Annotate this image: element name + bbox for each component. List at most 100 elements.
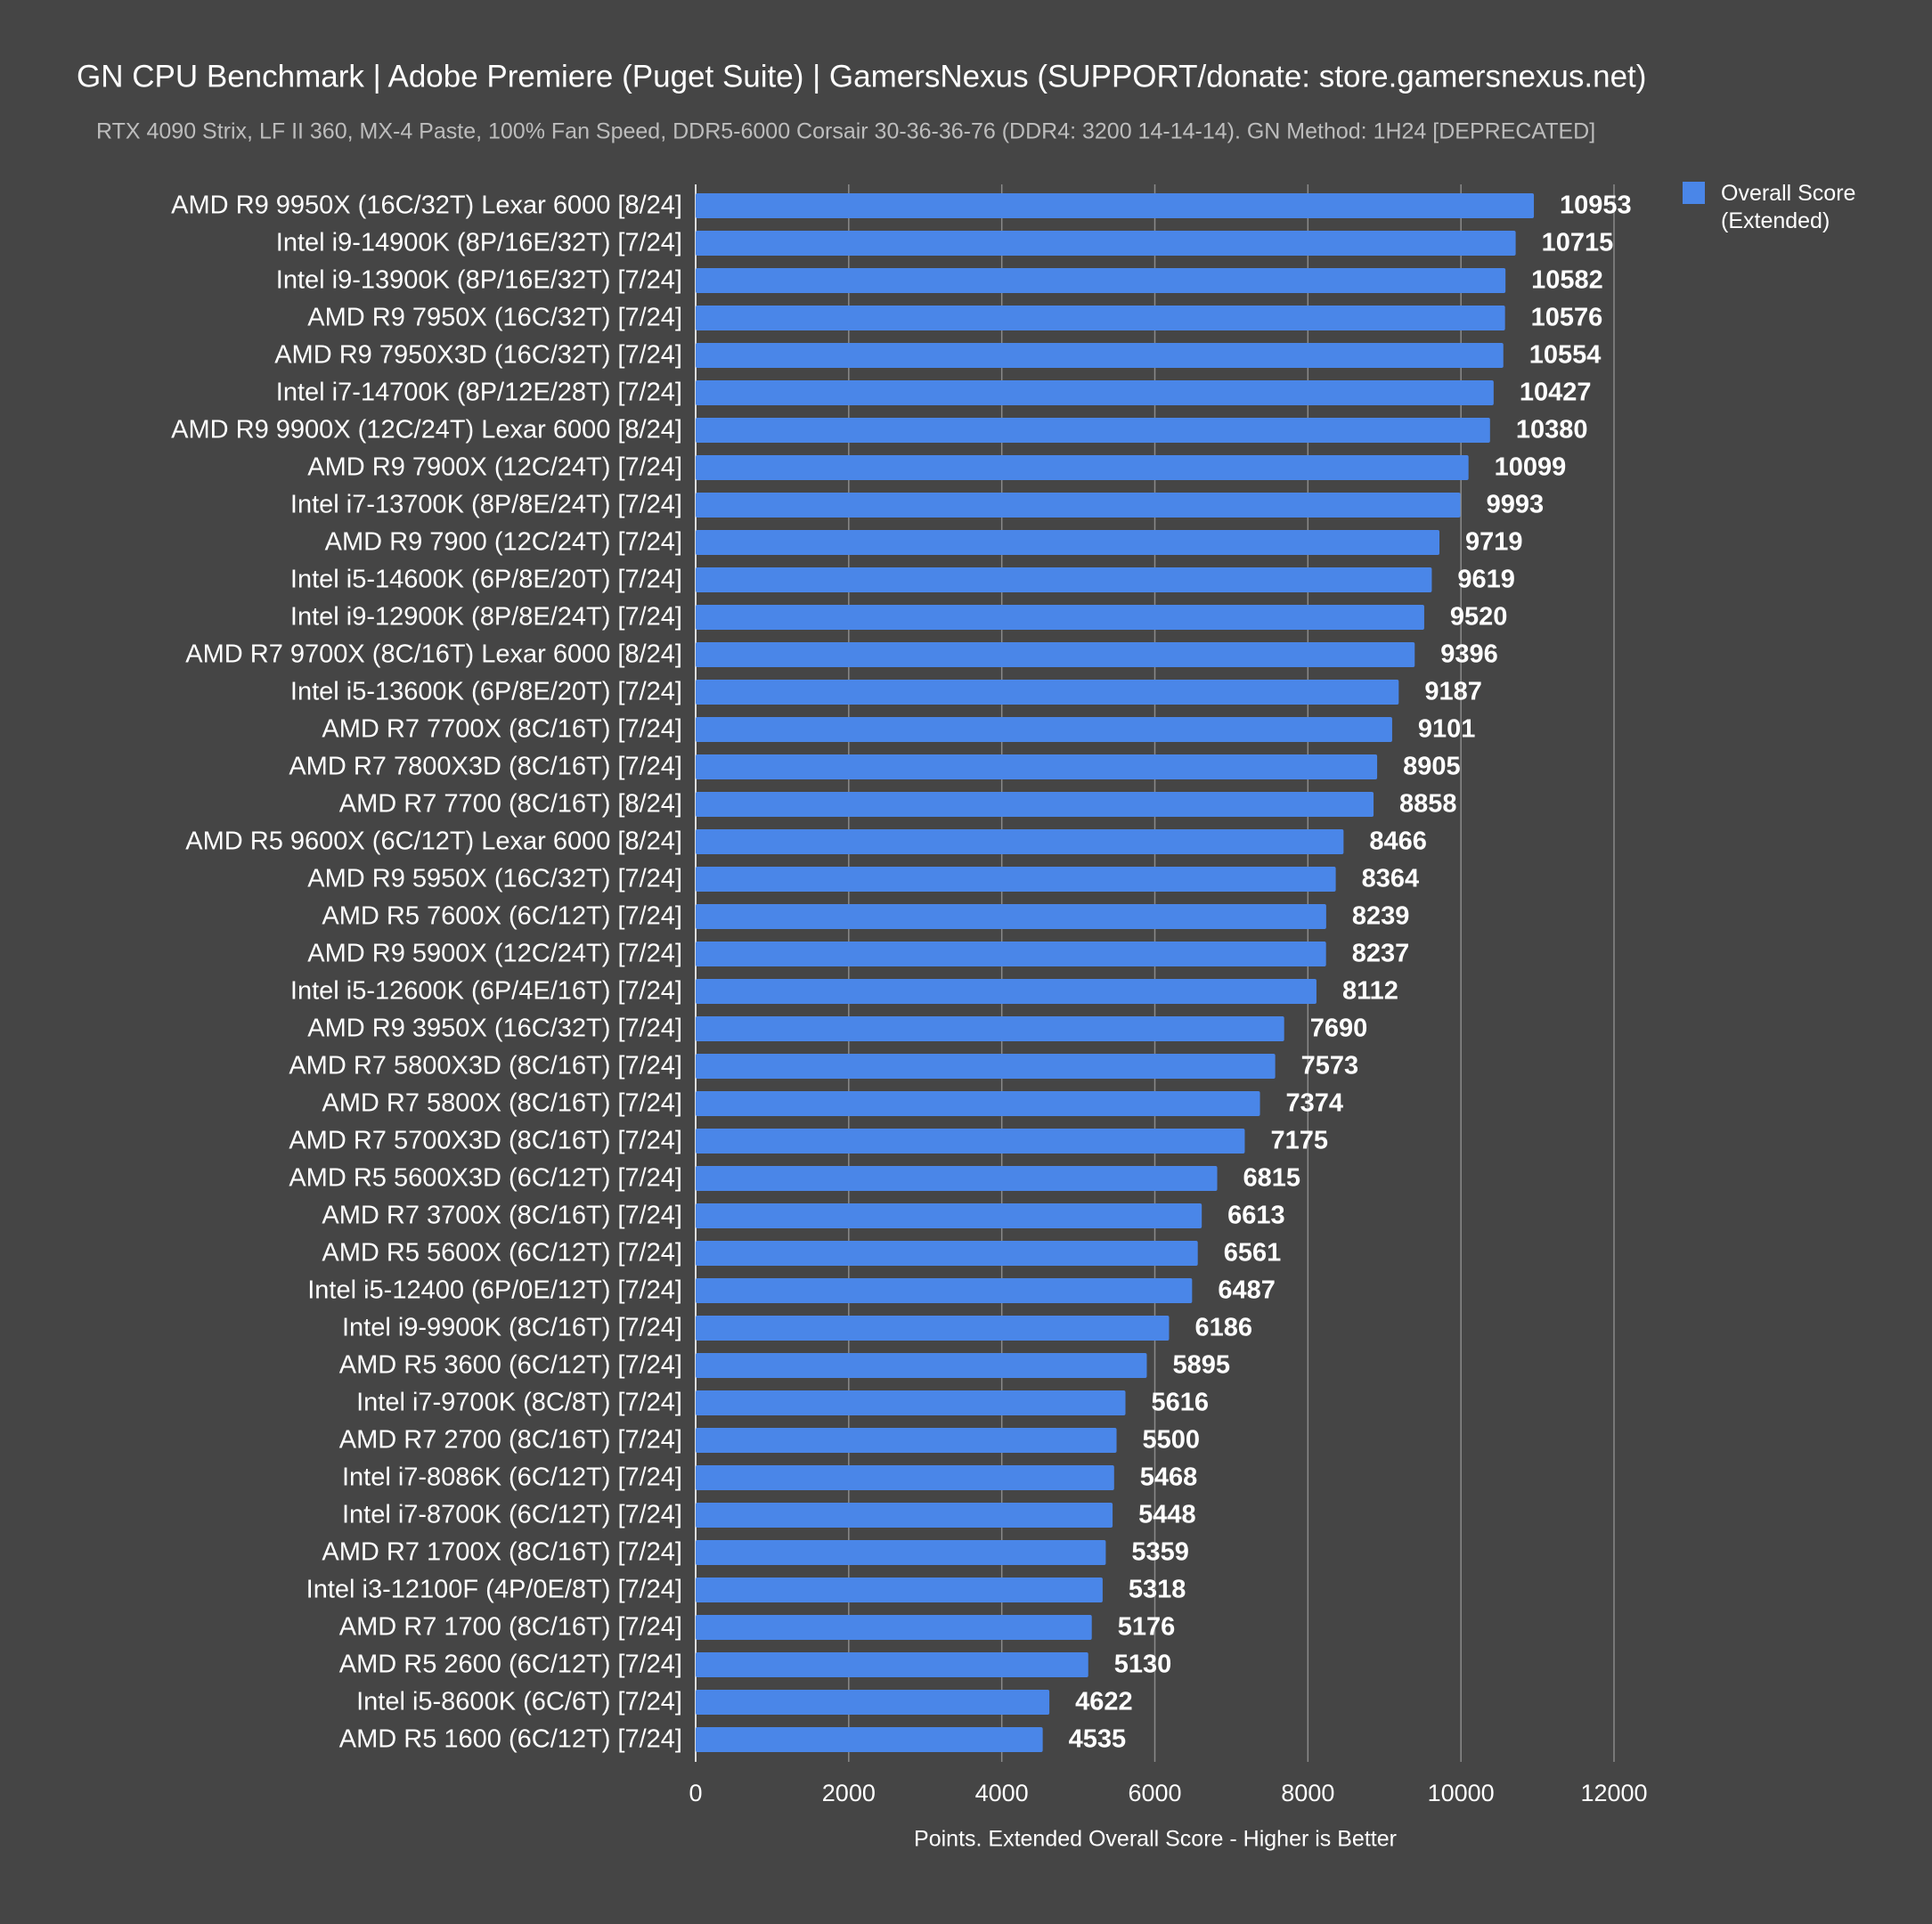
y-tick-label: AMD R7 5800X3D (8C/16T) [7/24] (289, 1052, 682, 1080)
y-tick-label: AMD R9 7950X (16C/32T) [7/24] (307, 304, 682, 332)
y-tick-label: AMD R9 9950X (16C/32T) Lexar 6000 [8/24] (171, 192, 682, 220)
y-tick-label: AMD R9 7950X3D (16C/32T) [7/24] (274, 341, 682, 370)
y-tick-label: AMD R7 7700 (8C/16T) [8/24] (339, 790, 682, 819)
y-tick-label: Intel i7-13700K (8P/8E/24T) [7/24] (290, 491, 682, 519)
y-tick-label: AMD R5 9600X (6C/12T) Lexar 6000 [8/24] (185, 827, 682, 856)
value-label: 10582 (1531, 266, 1603, 295)
y-tick-label: AMD R7 1700 (8C/16T) [7/24] (339, 1613, 682, 1642)
value-label: 6487 (1218, 1276, 1276, 1305)
y-tick-label: Intel i9-12900K (8P/8E/24T) [7/24] (290, 603, 682, 632)
bar (696, 1316, 1170, 1341)
bar (696, 1353, 1147, 1378)
bar (696, 567, 1432, 592)
value-label: 9187 (1424, 678, 1482, 706)
y-tick-label: AMD R7 7800X3D (8C/16T) [7/24] (289, 753, 682, 781)
bar (696, 1503, 1113, 1528)
x-tick-label: 10000 (1428, 1780, 1495, 1806)
value-label: 5448 (1138, 1501, 1196, 1529)
y-tick-label: Intel i5-8600K (6C/6T) [7/24] (356, 1688, 682, 1716)
bar (696, 717, 1392, 742)
value-label: 7573 (1301, 1052, 1359, 1080)
x-tick-label: 12000 (1580, 1780, 1647, 1806)
bar (696, 1652, 1088, 1677)
bar (696, 642, 1415, 667)
y-tick-label: Intel i9-14900K (8P/16E/32T) [7/24] (276, 229, 682, 257)
y-tick-label: AMD R9 5900X (12C/24T) [7/24] (307, 940, 682, 968)
x-axis-title: Points. Extended Overall Score - Higher … (914, 1827, 1397, 1852)
value-label: 9520 (1450, 603, 1508, 632)
bar (696, 1091, 1260, 1116)
y-tick-label: Intel i7-9700K (8C/8T) [7/24] (356, 1389, 682, 1417)
value-label: 4535 (1069, 1725, 1127, 1754)
bar (696, 1054, 1276, 1079)
bar (696, 904, 1326, 929)
bar (696, 754, 1378, 779)
value-label: 8905 (1403, 753, 1461, 781)
value-label: 10576 (1531, 304, 1603, 332)
value-label: 6613 (1227, 1202, 1285, 1230)
y-tick-label: AMD R5 5600X (6C/12T) [7/24] (322, 1239, 682, 1268)
bar (696, 942, 1326, 966)
y-tick-label: AMD R7 5700X3D (8C/16T) [7/24] (289, 1127, 682, 1155)
value-label: 8237 (1352, 940, 1410, 968)
value-label: 5359 (1131, 1538, 1189, 1567)
value-label: 5616 (1152, 1389, 1210, 1417)
bar (696, 268, 1506, 293)
bar (696, 1203, 1202, 1228)
y-tick-label: AMD R5 3600 (6C/12T) [7/24] (339, 1351, 682, 1380)
y-tick-label: AMD R7 7700X (8C/16T) [7/24] (322, 715, 682, 744)
legend-label: Overall Score (Extended) (1721, 181, 1856, 233)
x-tick-label: 2000 (822, 1780, 876, 1806)
y-tick-label: AMD R9 7900 (12C/24T) [7/24] (325, 528, 682, 557)
value-label: 9101 (1418, 715, 1476, 744)
y-tick-label: Intel i7-8700K (6C/12T) [7/24] (342, 1501, 682, 1529)
chart-title: GN CPU Benchmark | Adobe Premiere (Puget… (77, 59, 1646, 94)
value-label: 8239 (1352, 902, 1410, 931)
value-label: 10554 (1529, 341, 1602, 370)
value-label: 7175 (1270, 1127, 1328, 1155)
value-label: 8364 (1362, 865, 1420, 893)
value-label: 10427 (1520, 379, 1592, 407)
bar (696, 680, 1399, 705)
bar (696, 1615, 1092, 1640)
y-tick-label: AMD R9 9900X (12C/24T) Lexar 6000 [8/24] (171, 416, 682, 444)
y-tick-label: AMD R5 5600X3D (6C/12T) [7/24] (289, 1164, 682, 1193)
bar (696, 1690, 1050, 1715)
value-label: 10380 (1516, 416, 1588, 444)
bar (696, 493, 1461, 518)
bar (696, 1166, 1218, 1191)
y-tick-label: Intel i9-9900K (8C/16T) [7/24] (342, 1314, 682, 1342)
value-label: 10953 (1560, 192, 1632, 220)
bar (696, 1016, 1284, 1041)
value-label: 5468 (1140, 1463, 1198, 1492)
bar (696, 193, 1535, 218)
bar (696, 1390, 1126, 1415)
bar (696, 455, 1469, 480)
y-tick-label: AMD R7 3700X (8C/16T) [7/24] (322, 1202, 682, 1230)
y-tick-label: AMD R5 2600 (6C/12T) [7/24] (339, 1651, 682, 1679)
chart-subtitle: RTX 4090 Strix, LF II 360, MX-4 Paste, 1… (96, 119, 1595, 144)
bar (696, 306, 1505, 330)
bar (696, 343, 1504, 368)
x-tick-label: 0 (689, 1780, 702, 1806)
value-label: 8858 (1399, 790, 1457, 819)
y-tick-label: AMD R5 1600 (6C/12T) [7/24] (339, 1725, 682, 1754)
bar (696, 792, 1374, 817)
y-tick-label: Intel i7-8086K (6C/12T) [7/24] (342, 1463, 682, 1492)
value-label: 5895 (1172, 1351, 1230, 1380)
y-tick-label: AMD R5 7600X (6C/12T) [7/24] (322, 902, 682, 931)
y-tick-label: Intel i5-14600K (6P/8E/20T) [7/24] (290, 566, 682, 594)
value-label: 5500 (1143, 1426, 1201, 1455)
y-tick-label: Intel i9-13900K (8P/16E/32T) [7/24] (276, 266, 682, 295)
y-tick-label: AMD R7 2700 (8C/16T) [7/24] (339, 1426, 682, 1455)
bar (696, 979, 1317, 1004)
value-label: 6815 (1243, 1164, 1301, 1193)
bar (696, 418, 1490, 443)
value-label: 6561 (1224, 1239, 1282, 1268)
bar (696, 380, 1494, 405)
value-label: 9396 (1440, 640, 1498, 669)
value-label: 5176 (1118, 1613, 1176, 1642)
bar (696, 1241, 1198, 1266)
